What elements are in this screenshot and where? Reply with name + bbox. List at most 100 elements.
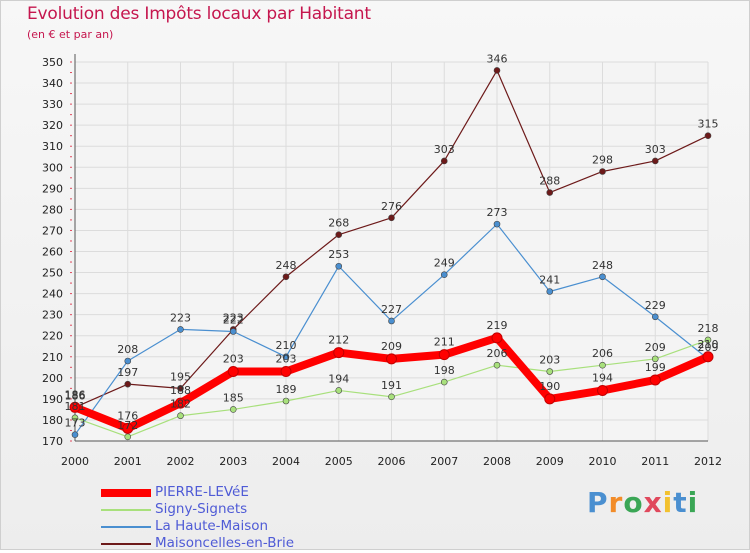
- data-label: 346: [487, 52, 508, 65]
- data-label: 203: [539, 354, 560, 367]
- data-point: [493, 220, 501, 228]
- data-point: [491, 332, 503, 344]
- data-label: 253: [328, 248, 349, 261]
- y-tick-label: 240: [42, 288, 63, 301]
- logo-letter: o: [623, 486, 644, 519]
- data-label: 303: [645, 143, 666, 156]
- data-label: 173: [65, 417, 86, 430]
- data-label: 186: [65, 388, 86, 401]
- data-point: [335, 262, 343, 270]
- data-label: 176: [117, 409, 138, 422]
- data-label: 223: [170, 311, 191, 324]
- data-point: [333, 347, 345, 359]
- data-point: [177, 385, 184, 392]
- data-point: [493, 361, 501, 369]
- data-label: 211: [434, 336, 455, 349]
- legend: PIERRE-LEVéE Signy-Signets La Haute-Maison…: [101, 484, 421, 553]
- data-point: [227, 366, 239, 378]
- data-point: [124, 380, 132, 388]
- data-point: [651, 355, 659, 363]
- data-point: [282, 273, 290, 281]
- y-tick-label: 270: [42, 224, 63, 237]
- legend-swatch: [101, 543, 151, 545]
- legend-swatch: [101, 526, 151, 528]
- data-label: 273: [487, 206, 508, 219]
- data-point: [440, 271, 448, 278]
- x-tick-label: 2006: [378, 455, 406, 468]
- data-point: [71, 431, 79, 438]
- data-label: 248: [592, 259, 613, 272]
- data-label: 288: [539, 175, 560, 188]
- data-point: [335, 387, 343, 394]
- legend-label: Signy-Signets: [155, 501, 248, 517]
- data-label: 268: [328, 217, 349, 230]
- y-tick-label: 190: [42, 393, 63, 406]
- y-tick-label: 210: [42, 351, 63, 364]
- y-tick-label: 260: [42, 246, 63, 259]
- x-tick-label: 2001: [114, 455, 142, 468]
- data-point: [493, 67, 501, 74]
- data-point: [440, 157, 448, 165]
- data-point: [651, 157, 659, 165]
- data-label: 227: [381, 303, 402, 316]
- data-point: [177, 326, 184, 333]
- data-label: 222: [223, 314, 244, 327]
- data-point: [546, 368, 554, 375]
- data-point: [71, 414, 79, 422]
- data-label: 248: [276, 259, 297, 272]
- data-label: 298: [592, 153, 613, 166]
- data-point: [177, 412, 184, 420]
- x-tick-label: 2009: [536, 455, 564, 468]
- x-tick-label: 2000: [61, 455, 89, 468]
- x-tick-label: 2003: [219, 455, 247, 468]
- data-point: [440, 378, 448, 386]
- data-label: 303: [434, 143, 455, 156]
- y-tick-label: 250: [42, 267, 63, 280]
- y-tick-label: 330: [42, 98, 63, 111]
- data-label: 209: [645, 341, 666, 354]
- data-point: [702, 351, 714, 363]
- data-label: 194: [328, 372, 349, 385]
- data-point: [386, 353, 397, 365]
- data-label: 210: [276, 339, 297, 352]
- legend-item: Maisoncelles-en-Brie: [101, 535, 421, 553]
- x-tick-label: 2008: [483, 455, 511, 468]
- data-label: 229: [645, 299, 666, 312]
- data-point: [388, 214, 395, 222]
- data-point: [69, 401, 81, 413]
- legend-label: PIERRE-LEVéE: [155, 484, 249, 500]
- data-point: [599, 273, 606, 281]
- data-label: 198: [434, 364, 455, 377]
- data-label: 209: [381, 340, 402, 353]
- x-tick-label: 2011: [641, 455, 669, 468]
- proxiti-logo: Proxiti: [587, 486, 698, 519]
- data-label: 208: [117, 343, 138, 356]
- legend-swatch: [101, 489, 151, 497]
- legend-label: Maisoncelles-en-Brie: [155, 535, 295, 551]
- y-tick-label: 170: [42, 435, 63, 448]
- data-label: 181: [65, 400, 86, 413]
- data-label: 189: [276, 383, 297, 396]
- data-point: [124, 433, 132, 441]
- y-tick-label: 320: [42, 119, 63, 132]
- data-label: 210: [698, 338, 719, 351]
- legend-item: La Haute-Maison: [101, 518, 421, 536]
- data-point: [599, 361, 606, 369]
- data-label: 195: [170, 370, 191, 383]
- data-point: [704, 336, 712, 344]
- data-label: 249: [434, 257, 455, 270]
- data-label: 185: [223, 391, 244, 404]
- logo-letter: i: [687, 486, 699, 519]
- logo-letter: t: [673, 486, 688, 519]
- data-label: 212: [328, 334, 349, 347]
- data-label: 188: [170, 384, 191, 397]
- data-label: 194: [592, 371, 613, 384]
- y-tick-label: 220: [42, 330, 63, 343]
- data-label: 190: [539, 380, 560, 393]
- data-point: [229, 328, 237, 335]
- data-point: [438, 349, 450, 361]
- y-tick-label: 350: [42, 56, 63, 69]
- data-label: 241: [539, 274, 560, 287]
- data-point: [282, 397, 290, 405]
